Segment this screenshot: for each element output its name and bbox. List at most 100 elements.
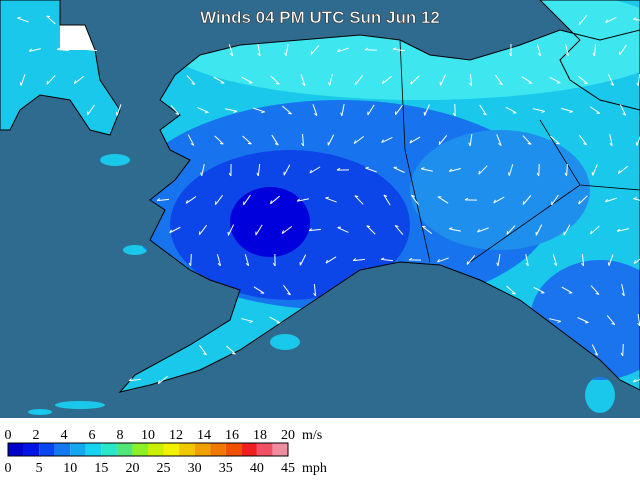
mph-label: 30 bbox=[188, 461, 202, 476]
wind-arrow bbox=[73, 75, 84, 85]
wind-arrow bbox=[507, 164, 514, 176]
ms-label: 6 bbox=[89, 428, 96, 443]
scale-swatch bbox=[241, 443, 257, 456]
scale-swatch bbox=[101, 443, 117, 456]
wind-arrow bbox=[272, 253, 276, 267]
wind-arrow bbox=[633, 197, 640, 201]
wind-arrow bbox=[476, 227, 489, 233]
wind-arrow bbox=[468, 133, 473, 147]
ms-label: 16 bbox=[225, 428, 239, 443]
wind-arrow bbox=[410, 194, 420, 206]
mph-label: 45 bbox=[281, 461, 295, 476]
wind-arrow bbox=[632, 17, 640, 21]
wind-arrow bbox=[564, 163, 568, 177]
wind-arrow bbox=[506, 225, 516, 235]
wind-arrow bbox=[605, 16, 617, 24]
wind-arrow bbox=[525, 254, 529, 267]
wind-arrow bbox=[28, 48, 41, 52]
wind-arrow bbox=[495, 74, 503, 86]
scale-swatch bbox=[179, 443, 195, 456]
wind-arrow bbox=[313, 283, 317, 297]
wind-arrow bbox=[590, 225, 600, 235]
ms-label: 0 bbox=[5, 428, 12, 443]
wind-arrow bbox=[409, 136, 421, 144]
wind-arrow bbox=[336, 47, 349, 53]
wind-arrow bbox=[620, 343, 624, 357]
wind-arrow bbox=[619, 104, 627, 116]
ms-unit: m/s bbox=[302, 428, 322, 443]
scale-swatch bbox=[39, 443, 55, 456]
scale-swatch bbox=[194, 443, 211, 456]
wind-arrow bbox=[226, 345, 236, 355]
wind-arrow bbox=[381, 75, 392, 85]
wind-arrow bbox=[228, 163, 232, 177]
wind-arrow bbox=[394, 104, 403, 116]
ms-label: 4 bbox=[61, 428, 68, 443]
wind-arrow bbox=[169, 226, 181, 234]
wind-arrow bbox=[271, 134, 279, 146]
wind-arrow bbox=[392, 47, 406, 52]
wind-arrow bbox=[479, 104, 487, 116]
wind-arrow bbox=[478, 165, 488, 175]
wind-arrow bbox=[619, 44, 627, 56]
borders bbox=[399, 39, 640, 263]
wind-arrow bbox=[522, 195, 532, 205]
wind-arrow bbox=[617, 165, 629, 175]
wind-arrow bbox=[170, 105, 180, 116]
wind-arrow bbox=[354, 74, 364, 86]
wind-arrow bbox=[550, 135, 560, 145]
mph-label: 20 bbox=[125, 461, 139, 476]
wind-arrow bbox=[283, 164, 291, 176]
ms-label: 2 bbox=[33, 428, 40, 443]
wind-arrow bbox=[536, 163, 540, 177]
wind-arrow bbox=[270, 75, 280, 85]
mph-label: 0 bbox=[5, 461, 12, 476]
scale-swatch bbox=[210, 443, 226, 456]
ms-label: 20 bbox=[281, 428, 295, 443]
wind-arrow bbox=[325, 196, 337, 203]
wind-arrow bbox=[46, 15, 56, 25]
scale-swatch bbox=[132, 443, 148, 456]
wind-arrow bbox=[496, 134, 502, 146]
wind-arrow bbox=[563, 224, 571, 236]
wind-arrow bbox=[353, 135, 365, 145]
wind-arrow bbox=[393, 166, 405, 173]
wind-arrow bbox=[186, 75, 196, 85]
wind-arrow bbox=[439, 74, 446, 86]
mph-label: 15 bbox=[94, 461, 108, 476]
wind-arrow bbox=[633, 258, 640, 265]
wind-arrow bbox=[367, 104, 375, 116]
wind-arrow bbox=[188, 253, 192, 267]
wind-arrow bbox=[310, 45, 320, 55]
wind-arrow bbox=[604, 197, 617, 203]
wind-arrow bbox=[283, 284, 291, 296]
scale-swatch bbox=[116, 443, 133, 456]
scale-swatch bbox=[272, 443, 288, 456]
scale-swatch bbox=[225, 443, 242, 456]
wind-arrow bbox=[590, 285, 600, 295]
mph-label: 5 bbox=[36, 461, 43, 476]
wind-arrow bbox=[423, 104, 430, 116]
wind-arrow bbox=[565, 44, 569, 57]
wind-arrow bbox=[308, 228, 322, 232]
wind-arrow bbox=[436, 257, 449, 263]
wind-arrow bbox=[421, 225, 433, 235]
wind-arrow bbox=[269, 316, 281, 324]
wind-arrow bbox=[578, 134, 588, 146]
wind-arrow bbox=[256, 163, 261, 177]
wind-arrow bbox=[581, 253, 585, 267]
scale-swatch bbox=[256, 443, 273, 456]
wind-arrow bbox=[496, 253, 501, 267]
wind-arrow bbox=[255, 224, 263, 236]
wind-arrow bbox=[521, 76, 533, 84]
mph-label: 35 bbox=[219, 461, 233, 476]
wind-arrow bbox=[17, 16, 29, 23]
wind-arrow bbox=[621, 284, 625, 297]
wind-arrow bbox=[508, 43, 512, 57]
wind-arrow bbox=[253, 107, 265, 114]
scale-swatch bbox=[54, 443, 71, 456]
coastline bbox=[0, 0, 640, 393]
wind-arrow bbox=[46, 75, 56, 85]
wind-arrow bbox=[561, 286, 573, 294]
scale-swatch bbox=[23, 443, 40, 456]
